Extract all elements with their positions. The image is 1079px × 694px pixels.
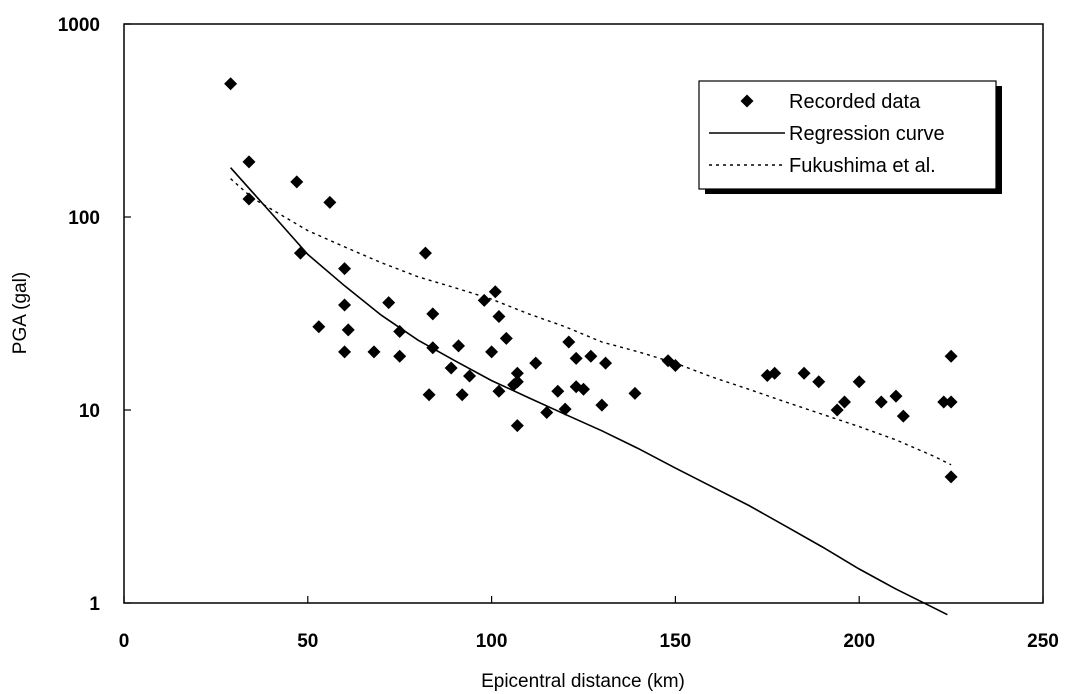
data-point	[510, 366, 524, 380]
data-point	[382, 296, 396, 310]
data-point	[312, 320, 326, 334]
legend-label: Regression curve	[789, 123, 945, 145]
data-point	[323, 195, 337, 209]
y-axis-title: PGA (gal)	[10, 272, 31, 354]
data-point	[852, 375, 866, 389]
data-point	[367, 345, 381, 359]
y-tick-label: 1	[89, 594, 100, 615]
data-point	[338, 345, 352, 359]
x-tick-label: 0	[119, 631, 130, 652]
legend-label: Fukushima et al.	[789, 155, 936, 177]
data-point	[510, 419, 524, 433]
data-point	[896, 409, 910, 423]
data-point	[463, 369, 477, 383]
data-point	[341, 323, 355, 337]
data-point	[338, 262, 352, 276]
x-tick-label: 100	[476, 631, 508, 652]
data-point	[224, 77, 238, 91]
data-point	[562, 335, 576, 349]
data-point	[874, 395, 888, 409]
data-point	[499, 331, 513, 345]
x-tick-label: 250	[1027, 631, 1059, 652]
x-tick-label: 150	[660, 631, 692, 652]
data-point	[584, 349, 598, 363]
data-point	[393, 325, 407, 339]
data-point	[569, 351, 583, 365]
data-point	[889, 389, 903, 403]
data-point	[426, 341, 440, 355]
data-point	[393, 349, 407, 363]
data-point	[944, 470, 958, 484]
data-point	[540, 406, 554, 420]
series-line-fukushima	[230, 178, 952, 466]
series-line-regression	[230, 167, 948, 616]
data-point	[558, 402, 572, 416]
data-point	[668, 359, 682, 373]
y-axis-ticks: 1 10 100 1000	[58, 15, 131, 615]
legend: Recorded data Regression curve Fukushima e…	[698, 80, 1002, 194]
data-point	[837, 395, 851, 409]
data-point	[242, 192, 256, 206]
legend-items: Recorded data Regression curve Fukushima e…	[709, 91, 945, 177]
data-point	[812, 375, 826, 389]
data-point	[492, 310, 506, 324]
data-point	[444, 361, 458, 375]
data-point	[293, 246, 307, 260]
scatter-points	[224, 77, 958, 484]
data-point	[830, 403, 844, 417]
data-point	[937, 395, 951, 409]
x-tick-label: 50	[297, 631, 318, 652]
data-point	[477, 293, 491, 307]
data-point	[768, 366, 782, 380]
data-point	[944, 349, 958, 363]
y-tick-label: 10	[79, 401, 100, 422]
data-point	[422, 388, 436, 402]
data-point	[529, 356, 543, 370]
data-point	[551, 384, 565, 398]
data-point	[599, 356, 613, 370]
data-point	[290, 175, 304, 189]
data-point	[628, 386, 642, 400]
data-point	[452, 339, 466, 353]
data-point	[455, 388, 469, 402]
data-point	[577, 382, 590, 396]
x-axis-ticks: 0 50 100 150 200 250	[119, 596, 1059, 652]
data-point	[944, 395, 958, 409]
data-point	[485, 345, 499, 359]
series-lines	[230, 167, 952, 616]
legend-marker-diamond	[740, 94, 754, 108]
y-tick-label: 1000	[58, 15, 100, 36]
x-axis-title: Epicentral distance (km)	[481, 671, 685, 692]
data-point	[338, 298, 352, 312]
x-tick-label: 200	[843, 631, 875, 652]
y-tick-label: 100	[68, 208, 100, 229]
data-point	[595, 398, 609, 412]
data-point	[492, 384, 506, 398]
data-point	[242, 155, 256, 169]
data-point	[418, 246, 432, 260]
legend-label: Recorded data	[789, 91, 921, 113]
data-point	[426, 307, 440, 321]
data-point	[488, 285, 502, 299]
data-point	[797, 366, 811, 380]
data-point	[510, 375, 524, 389]
